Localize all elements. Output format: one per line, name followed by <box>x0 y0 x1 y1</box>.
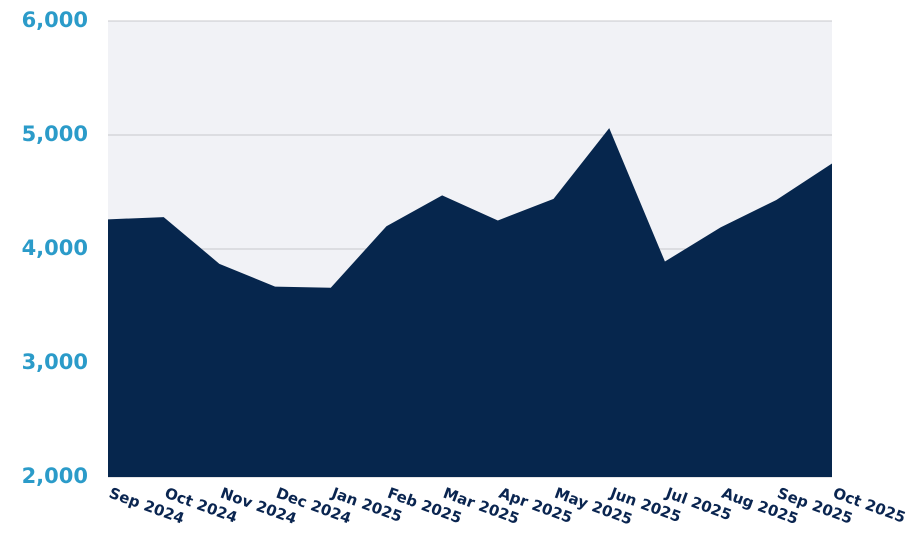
y-tick-label: 6,000 <box>22 8 88 32</box>
y-tick-label: 3,000 <box>22 350 88 374</box>
y-tick-label: 4,000 <box>22 236 88 260</box>
area <box>108 128 832 477</box>
y-tick-label: 5,000 <box>22 122 88 146</box>
y-tick-label: 2,000 <box>22 464 88 488</box>
